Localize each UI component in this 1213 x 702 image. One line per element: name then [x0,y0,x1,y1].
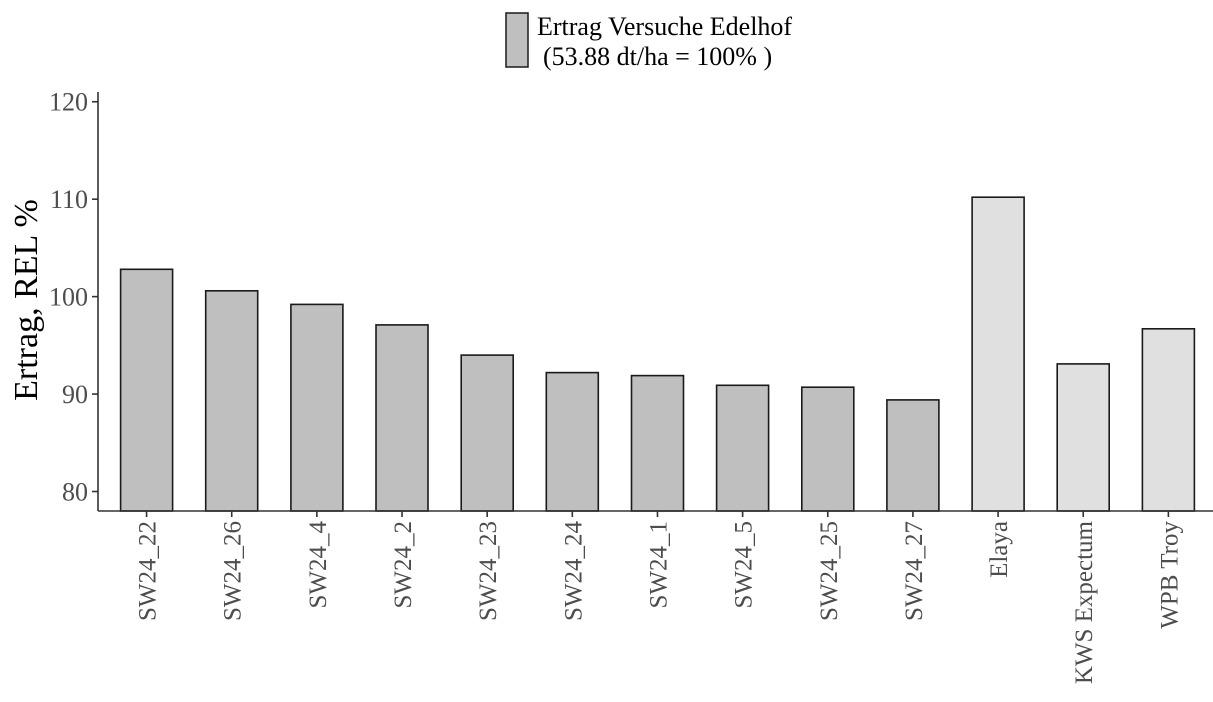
y-tick-label: 90 [62,380,88,409]
bar-sw24-26 [204,289,259,512]
bar-wpb-troy [1141,327,1196,512]
x-tick-label: SW24_4 [305,521,332,609]
x-tick-label: SW24_27 [901,521,928,621]
y-tick-label: 120 [49,88,88,117]
x-tick-label: KWS Expectum [1071,520,1098,684]
x-tick-label: WPB Troy [1156,521,1183,629]
bar-sw24-1 [630,374,685,512]
y-tick-label: 80 [62,478,88,507]
y-tick-label: 110 [50,185,88,214]
legend: Ertrag Versuche Edelhof (53.88 dt/ha = 1… [505,12,792,71]
bar-sw24-5 [715,384,770,512]
legend-label-line2: (53.88 dt/ha = 100% ) [543,42,772,71]
x-tick-label: Elaya [986,521,1013,578]
bars-group [119,196,1196,512]
y-tick-label: 100 [49,283,88,312]
bar-elaya [971,196,1025,512]
x-tick-label: SW24_2 [390,521,417,609]
x-tick-label: SW24_1 [646,521,673,609]
x-tick-label: SW24_23 [475,521,502,621]
bar-sw24-24 [545,371,600,512]
bar-sw24-27 [886,399,940,512]
x-tick-label: SW24_26 [220,521,247,621]
x-tick-label: SW24_24 [560,521,587,622]
bar-sw24-25 [800,386,855,512]
y-axis-title: Ertrag, REL % [8,199,45,401]
x-tick-label: SW24_5 [731,521,758,609]
x-tick-label: SW24_22 [135,521,162,621]
bar-sw24-4 [290,303,344,512]
x-tick-label: SW24_25 [816,521,843,621]
bar-kws-expectum [1056,363,1110,512]
y-axis: 80 90 100 110 120 [49,88,99,511]
bar-sw24-22 [119,268,174,512]
legend-label-line1: Ertrag Versuche Edelhof [537,12,792,41]
bar-sw24-23 [460,354,515,512]
bar-sw24-2 [375,324,429,512]
x-axis: SW24_22 SW24_26 SW24_4 SW24_2 SW24_23 SW24_24… [98,510,1213,684]
legend-swatch [505,12,529,68]
